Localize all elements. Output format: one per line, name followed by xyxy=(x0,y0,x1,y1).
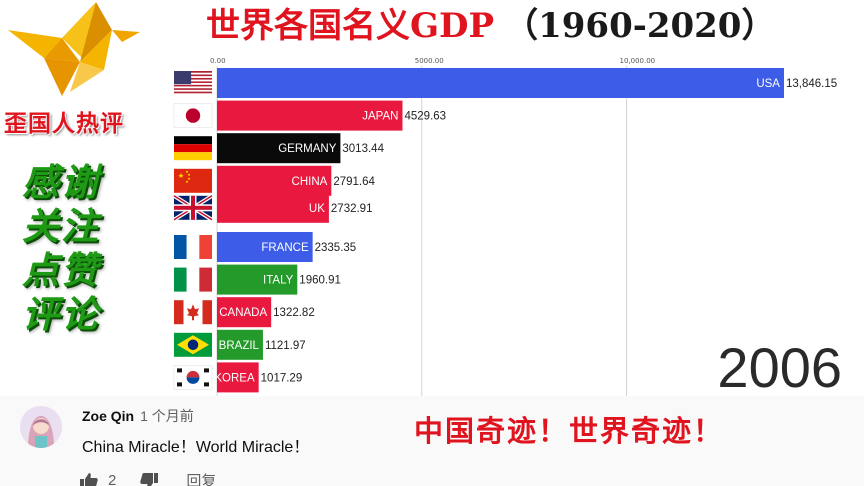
bar xyxy=(217,192,329,223)
flag-layer xyxy=(172,71,214,390)
japan-flag-icon xyxy=(173,103,213,128)
korea-flag-icon xyxy=(173,365,213,390)
china-flag-icon xyxy=(174,168,212,193)
bar-label: JAPAN xyxy=(362,111,398,123)
bar xyxy=(217,100,403,131)
origami-bird-icon xyxy=(8,2,140,96)
value-label: 2732.91 xyxy=(331,203,373,215)
year-label: 2006 xyxy=(717,336,842,399)
value-label: 13,846.15 xyxy=(786,78,837,90)
slogan-line: 评论 xyxy=(22,292,100,336)
avatar[interactable] xyxy=(20,406,62,448)
channel-name: 歪国人热评 xyxy=(4,110,124,137)
bar xyxy=(217,133,341,164)
value-label: 1121.97 xyxy=(265,340,306,352)
tick-label: 5000.00 xyxy=(415,57,444,65)
bar-label: BRAZIL xyxy=(219,340,260,352)
comment-author[interactable]: Zoe Qin 1 个月前 xyxy=(82,406,194,426)
tick-label: 0.00 xyxy=(210,57,226,65)
bar xyxy=(217,165,332,196)
bar-label: KOREA xyxy=(214,372,255,384)
reply-button[interactable]: 回复 xyxy=(186,473,217,486)
slogan-line: 感谢 xyxy=(22,160,100,204)
bar xyxy=(217,362,259,393)
us-flag-icon xyxy=(174,71,212,95)
chart-title-years: （1960-2020） xyxy=(504,6,776,46)
bar-label: CHINA xyxy=(292,176,328,188)
bar-label: ITALY xyxy=(263,275,294,287)
caption: 中国奇迹！世界奇迹！ xyxy=(414,414,725,448)
bar-label: UK xyxy=(309,203,325,215)
bar xyxy=(217,329,263,360)
brazil-flag-icon xyxy=(174,332,212,357)
value-label: 1960.91 xyxy=(299,275,341,287)
thumbs-down-icon[interactable] xyxy=(140,472,159,486)
value-label: 3013.44 xyxy=(342,143,384,155)
france-flag-icon xyxy=(174,235,212,259)
value-label: 4529.63 xyxy=(404,111,446,123)
bar xyxy=(217,232,313,262)
value-label: 2335.35 xyxy=(315,242,357,254)
thumbs-up-icon[interactable] xyxy=(80,472,98,486)
comment-panel: Zoe Qin 1 个月前 China Miracle！World Miracle… xyxy=(0,396,864,486)
comment-author-name[interactable]: Zoe Qin xyxy=(82,408,135,424)
bar-label: CANADA xyxy=(219,307,267,319)
bar xyxy=(217,297,272,328)
slogan: 感谢 关注 点赞 评论 xyxy=(22,160,122,336)
value-label: 2791.64 xyxy=(333,176,375,188)
comment-time: 1 个月前 xyxy=(140,408,194,424)
uk-flag-icon xyxy=(172,194,214,222)
bar xyxy=(217,68,784,98)
slogan-line: 点赞 xyxy=(22,248,100,292)
value-label: 1017.29 xyxy=(261,372,303,384)
canada-flag-icon xyxy=(174,300,212,325)
bar xyxy=(217,264,298,295)
tick-label: 10,000.00 xyxy=(620,57,656,65)
like-count: 2 xyxy=(108,472,117,486)
comment-text: China Miracle！World Miracle！ xyxy=(82,439,310,456)
comment-actions: 2 回复 xyxy=(80,470,216,486)
bar-label: USA xyxy=(756,78,780,90)
chart-title: 世界各国名义GDP （1960-2020） xyxy=(206,4,775,48)
value-label: 1322.82 xyxy=(273,307,315,319)
slogan-line: 关注 xyxy=(22,204,100,248)
bar-chart: 0.00 5000.00 10,000.00 USA 13,846.15 JAPAN 45… xyxy=(172,57,837,396)
italy-flag-icon xyxy=(174,267,212,292)
chart-title-main: 世界各国名义GDP xyxy=(206,6,495,46)
bar-layer: USA 13,846.15 JAPAN 4529.63 GERMANY 3013.44 CH… xyxy=(214,68,837,393)
bar-label: FRANCE xyxy=(261,242,309,254)
germany-flag-icon xyxy=(174,136,212,161)
bar-label: GERMANY xyxy=(278,143,336,155)
